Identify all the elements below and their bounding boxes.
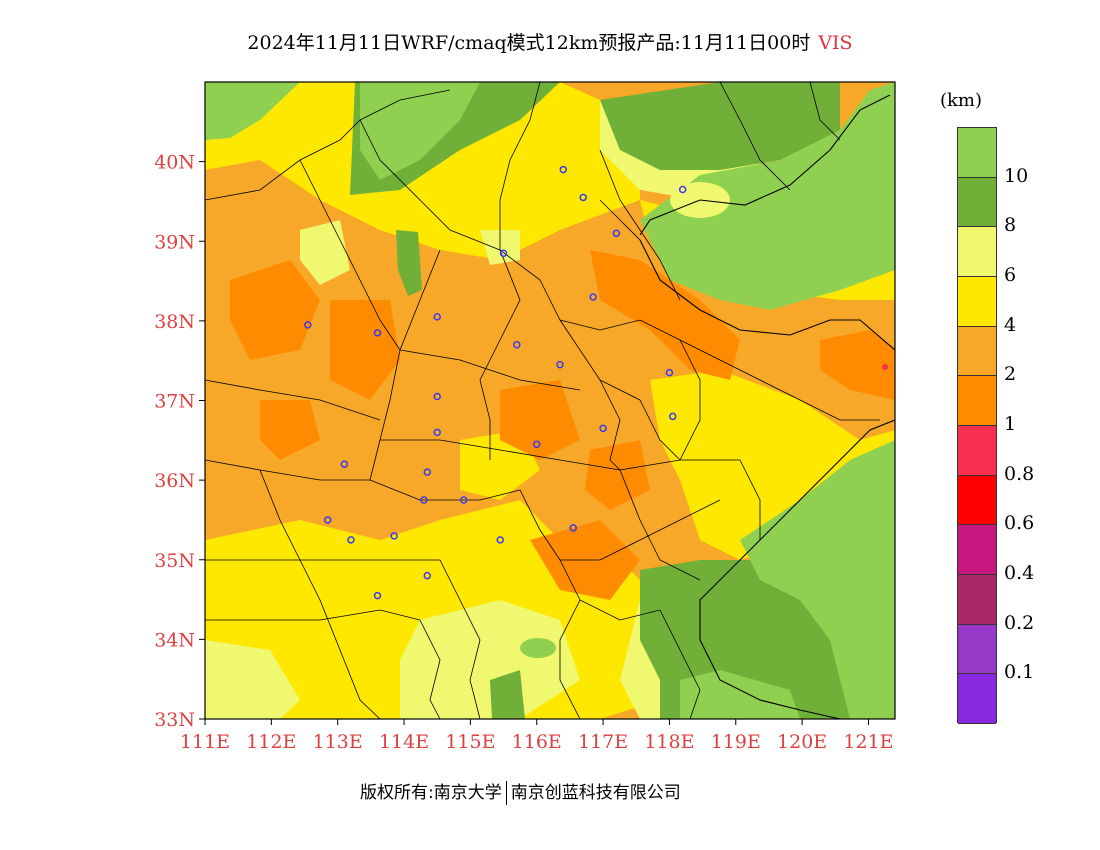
city-marker — [569, 524, 577, 532]
city-marker — [612, 229, 621, 238]
city-marker — [665, 368, 674, 377]
lon-tick-label: 111E — [180, 731, 230, 753]
colorbar-label: 0.8 — [1004, 462, 1035, 485]
colorbar-segment — [958, 575, 996, 625]
legend-unit: (km) — [940, 90, 983, 111]
colorbar-segment — [958, 475, 996, 526]
colorbar-label: 0.4 — [1004, 562, 1035, 584]
lon-tick-label: 113E — [313, 731, 363, 753]
colorbar-segment — [958, 326, 996, 377]
lat-tick-label: 36N — [154, 470, 195, 492]
city-marker — [433, 428, 441, 437]
lon-tick-label: 112E — [246, 731, 296, 753]
lat-tick-label: 34N — [154, 629, 195, 651]
colorbar-segment — [958, 426, 996, 476]
city-marker — [559, 165, 568, 174]
colorbar-label: 0.2 — [1004, 611, 1035, 634]
city-marker — [323, 516, 332, 524]
copyright-footer: 版权所有:南京大学 南京创蓝科技有限公司 — [360, 778, 681, 805]
lon-tick-label: 115E — [445, 731, 495, 753]
visibility-field — [205, 82, 895, 719]
lat-tick-label: 37N — [154, 391, 195, 413]
city-markers — [304, 165, 687, 600]
colorbar-segment — [958, 525, 996, 575]
colorbar — [957, 127, 997, 724]
city-marker — [532, 440, 541, 449]
colorbar-segment — [958, 177, 996, 228]
city-marker — [599, 424, 607, 433]
colorbar-segment — [958, 376, 996, 426]
footer-right: 南京创蓝科技有限公司 — [510, 783, 681, 803]
city-marker — [420, 496, 428, 504]
city-marker — [496, 536, 504, 544]
city-marker — [678, 185, 687, 194]
lat-tick-label: 33N — [154, 709, 195, 731]
city-marker — [340, 460, 349, 468]
city-marker — [668, 412, 677, 421]
city-marker — [589, 293, 597, 301]
colorbar-label: 1 — [1004, 413, 1017, 435]
lon-tick-label: 114E — [379, 731, 429, 753]
colorbar-label: 0.6 — [1004, 512, 1035, 535]
colorbar-segment — [958, 128, 996, 178]
lon-tick-label: 117E — [578, 731, 628, 753]
admin-boundaries — [205, 82, 895, 719]
lat-tick-label: 35N — [154, 550, 195, 572]
city-marker — [390, 532, 398, 540]
footer-separator — [505, 781, 507, 805]
title-variable: VIS — [818, 32, 853, 54]
colorbar-segment — [958, 624, 996, 675]
lon-tick-label: 119E — [711, 731, 761, 753]
city-marker — [433, 313, 441, 321]
colorbar-label: 8 — [1004, 214, 1017, 237]
city-marker — [556, 360, 564, 369]
map-title: 2024年11月11日WRF/cmaq模式12km预报产品:11月11日00时 V… — [0, 28, 1100, 55]
colorbar-segment — [958, 227, 996, 277]
city-marker — [423, 468, 432, 476]
lon-tick-label: 116E — [512, 731, 562, 753]
city-marker — [433, 392, 441, 401]
city-marker — [460, 496, 468, 504]
city-marker — [579, 193, 587, 202]
city-marker — [513, 341, 521, 349]
lon-tick-label: 120E — [777, 731, 827, 753]
city-marker — [499, 249, 508, 257]
lon-tick-label: 118E — [644, 731, 694, 753]
colorbar-segment — [958, 674, 996, 724]
colorbar-label: 6 — [1004, 264, 1017, 286]
lat-tick-label: 40N — [154, 152, 195, 174]
colorbar-label: 2 — [1004, 363, 1017, 386]
title-main: 2024年11月11日WRF/cmaq模式12km预报产品:11月11日00时 — [247, 32, 811, 54]
city-marker — [373, 591, 382, 600]
city-marker — [423, 571, 432, 580]
lon-tick-label: 121E — [843, 731, 893, 753]
lat-tick-label: 38N — [154, 311, 195, 333]
footer-left: 版权所有:南京大学 — [360, 783, 502, 803]
city-marker — [304, 321, 312, 329]
city-marker — [373, 329, 382, 337]
colorbar-label: 10 — [1004, 164, 1029, 187]
lat-tick-label: 39N — [154, 231, 195, 253]
colorbar-segment — [958, 277, 996, 327]
colorbar-label: 4 — [1004, 313, 1017, 336]
colorbar-label: 0.1 — [1004, 661, 1035, 684]
city-marker — [347, 536, 355, 544]
